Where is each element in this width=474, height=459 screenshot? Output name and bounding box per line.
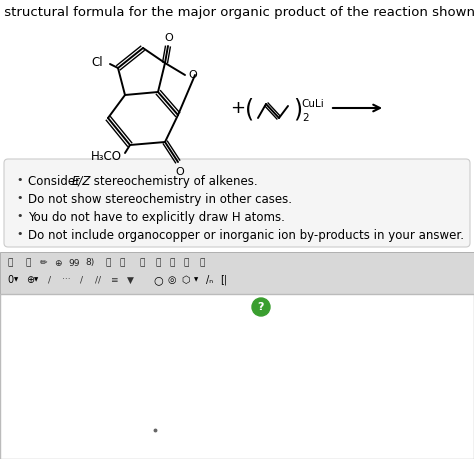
Text: ⊕: ⊕ <box>54 258 62 268</box>
Text: [|: [| <box>220 275 228 285</box>
Text: 🔎: 🔎 <box>183 258 189 268</box>
Text: 🗋: 🗋 <box>155 258 161 268</box>
Text: ⊕: ⊕ <box>26 275 34 285</box>
Text: •: • <box>17 193 23 203</box>
Text: /: / <box>48 275 52 285</box>
Text: 🖼: 🖼 <box>139 258 145 268</box>
Text: Consider: Consider <box>28 175 84 188</box>
Text: ◎: ◎ <box>168 275 176 285</box>
Text: •: • <box>17 229 23 239</box>
Text: 2: 2 <box>302 113 309 123</box>
Text: 🖐: 🖐 <box>7 258 13 268</box>
Text: 🗋: 🗋 <box>25 258 31 268</box>
Text: •: • <box>17 211 23 221</box>
Text: Cl: Cl <box>91 56 103 68</box>
FancyBboxPatch shape <box>4 159 470 247</box>
Text: ···: ··· <box>62 275 70 285</box>
Text: stereochemistry of alkenes.: stereochemistry of alkenes. <box>90 175 258 188</box>
Text: O: O <box>176 167 184 177</box>
Text: O: O <box>188 70 197 80</box>
Text: 99: 99 <box>68 258 80 268</box>
Text: 🎨: 🎨 <box>199 258 205 268</box>
Text: ✏: ✏ <box>40 258 48 268</box>
Text: CuLi: CuLi <box>301 99 324 109</box>
Text: 🔍: 🔍 <box>169 258 175 268</box>
Text: ○: ○ <box>153 275 163 285</box>
Text: Do not show stereochemistry in other cases.: Do not show stereochemistry in other cas… <box>28 193 292 206</box>
Text: ⬡: ⬡ <box>182 275 190 285</box>
Text: +: + <box>230 99 246 117</box>
Text: 8): 8) <box>85 258 95 268</box>
Text: Draw a structural formula for the major organic product of the reaction shown be: Draw a structural formula for the major … <box>0 6 474 19</box>
Text: /ₙ: /ₙ <box>207 275 214 285</box>
Bar <box>0 294 474 459</box>
Text: You do not have to explicitly draw H atoms.: You do not have to explicitly draw H ato… <box>28 211 285 224</box>
Text: O: O <box>164 33 173 43</box>
Text: Do not include organocopper or inorganic ion by-products in your answer.: Do not include organocopper or inorganic… <box>28 229 464 242</box>
Bar <box>0 252 474 294</box>
Text: ▼: ▼ <box>194 278 198 282</box>
Circle shape <box>252 298 270 316</box>
Text: ▼: ▼ <box>34 278 38 282</box>
Text: ▼: ▼ <box>127 275 134 285</box>
Text: •: • <box>17 175 23 185</box>
Text: ⌒: ⌒ <box>105 258 111 268</box>
Text: ): ) <box>293 98 302 122</box>
Text: ⌓: ⌓ <box>119 258 125 268</box>
Text: /: / <box>81 275 83 285</box>
Text: //: // <box>95 275 101 285</box>
Text: ?: ? <box>258 302 264 312</box>
Text: E/Z: E/Z <box>72 175 91 188</box>
Text: 0: 0 <box>7 275 13 285</box>
Text: ≡: ≡ <box>110 275 118 285</box>
Text: (: ( <box>246 98 255 122</box>
Text: ▼: ▼ <box>14 278 18 282</box>
Text: H₃CO: H₃CO <box>91 151 122 163</box>
